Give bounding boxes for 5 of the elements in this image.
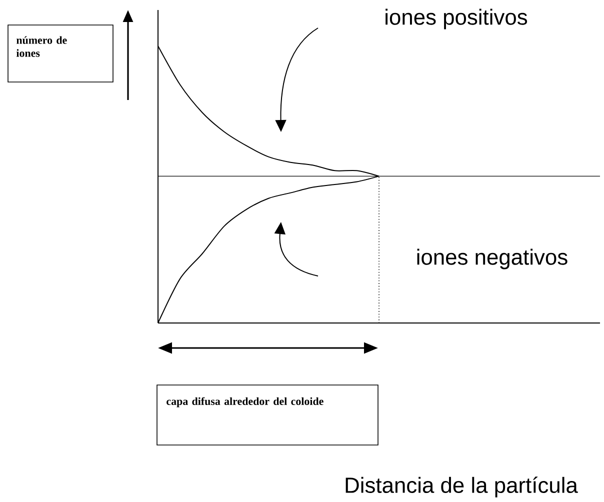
text: Distancia de la partícula bbox=[346, 476, 578, 498]
text: número de iones bbox=[16, 36, 67, 57]
text: capa difusa alrededor del coloide bbox=[166, 397, 324, 408]
text: iones positivos bbox=[386, 8, 528, 30]
annotation: iones negativos bbox=[417, 248, 568, 270]
